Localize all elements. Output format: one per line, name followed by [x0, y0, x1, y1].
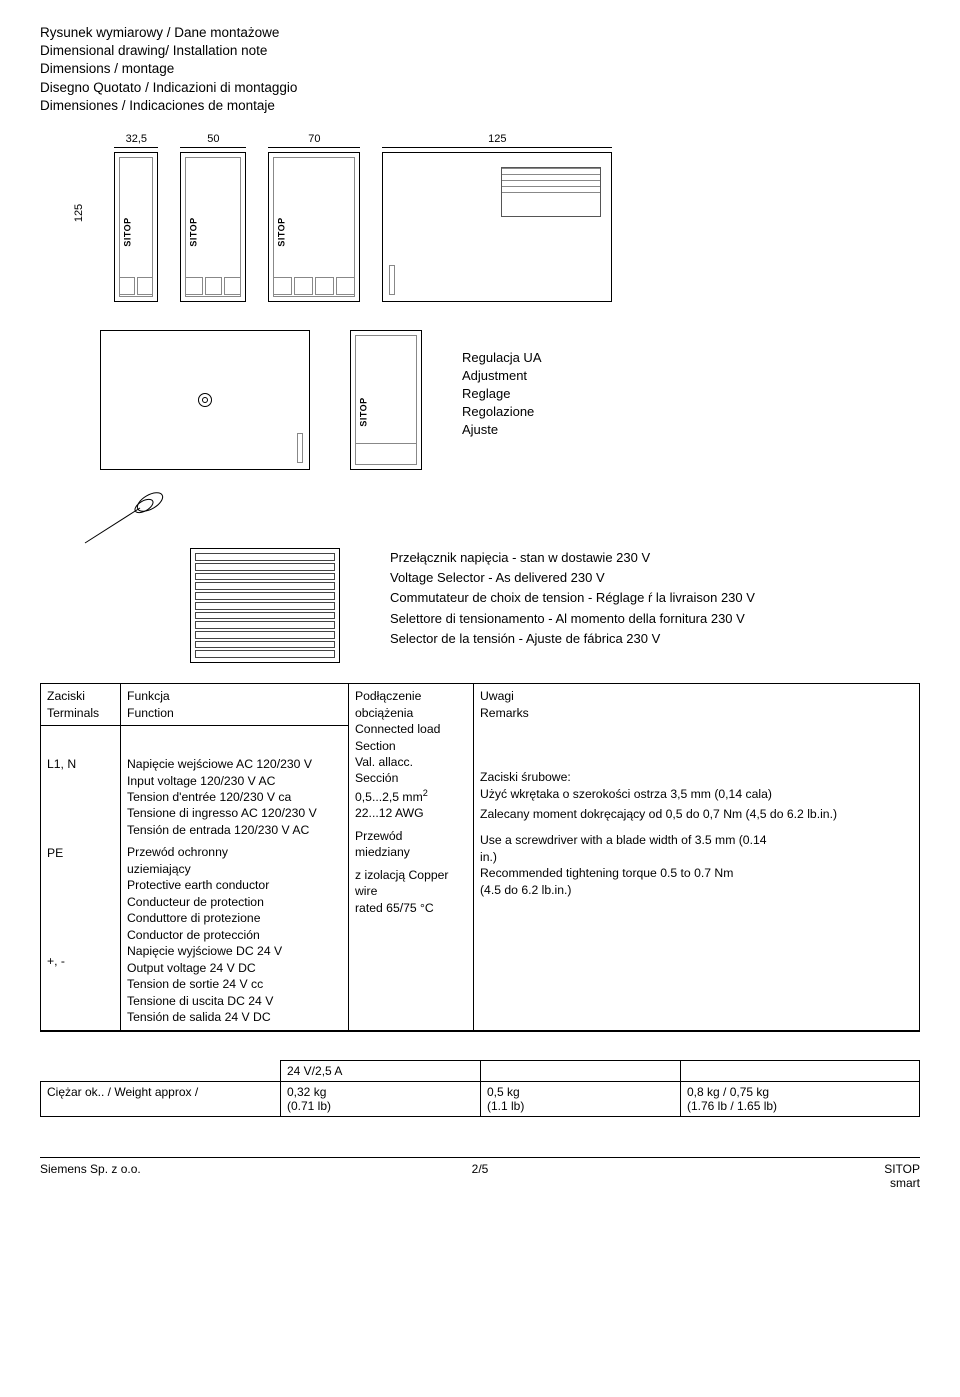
col1-header: Zaciski [47, 688, 114, 704]
sitop-label: SITOP [189, 217, 199, 246]
grille-row: Przełącznik napięcia - stan w dostawie 2… [40, 548, 920, 663]
c3-body: Przewód [355, 828, 467, 844]
terminals-table: Zaciski Terminals Funkcja Function Podłą… [40, 683, 920, 1031]
r2c2: Conducteur de protection [127, 894, 342, 910]
c4-body: Zaciski śrubowe: [480, 769, 913, 785]
wt-c2b: 0,5 kg [487, 1085, 674, 1099]
c3-body: miedziany [355, 844, 467, 860]
wt-label: Ciężar ok.. / Weight approx / [47, 1085, 198, 1099]
r2c2: uziemiający [127, 861, 342, 877]
header-line: Rysunek wymiarowy / Dane montażowe [40, 24, 920, 42]
selector-line: Commutateur de choix de tension - Réglag… [390, 588, 755, 608]
wt-c3b: 0,8 kg / 0,75 kg [687, 1085, 913, 1099]
c3-body: 0,5...2,5 mm2 [355, 787, 467, 806]
adj-line: Ajuste [462, 422, 542, 439]
col2-header: Function [127, 705, 342, 721]
unit-drawing-side: 125 [382, 133, 612, 302]
sitop-label: SITOP [359, 397, 369, 426]
r1c2: Input voltage 120/230 V AC [127, 773, 342, 789]
c4-body: in.) [480, 849, 913, 865]
row1-c1: L1, N [47, 756, 114, 772]
c3-body: 22...12 AWG [355, 805, 467, 821]
footer-left: Siemens Sp. z o.o. [40, 1162, 333, 1190]
r3c2: Output voltage 24 V DC [127, 960, 342, 976]
adj-line: Regulacja UA [462, 350, 542, 367]
adjustment-labels: Regulacja UA Adjustment Reglage Regolazi… [462, 350, 542, 438]
c4-body: Use a screwdriver with a blade width of … [480, 832, 913, 848]
r3c2: Tension de sortie 24 V cc [127, 976, 342, 992]
col3-header: Val. allacc. [355, 754, 467, 770]
side-panel-drawing [100, 330, 310, 470]
r1c2: Tension d'entrée 120/230 V ca [127, 789, 342, 805]
sitop-label: SITOP [277, 217, 287, 246]
r1c2: Napięcie wejściowe AC 120/230 V [127, 756, 342, 772]
c4-body: Zalecany moment dokręcający od 0,5 do 0,… [480, 806, 913, 822]
c3-body: wire [355, 883, 467, 899]
unit-drawing-3: 70 SITOP [268, 133, 360, 302]
dim-height: 125 [73, 204, 85, 222]
sitop-label: SITOP [123, 217, 133, 246]
r1c2: Tensione di ingresso AC 120/230 V [127, 805, 342, 821]
row2-c1: PE [47, 845, 114, 861]
selector-text: Przełącznik napięcia - stan w dostawie 2… [390, 548, 755, 649]
wt-c1c: (0.71 lb) [287, 1099, 474, 1113]
adj-line: Regolazione [462, 404, 542, 421]
r2c2: Conductor de protección [127, 927, 342, 943]
col3-header: Connected load [355, 721, 467, 737]
c4-body: (4.5 do 6.2 lb.in.) [480, 882, 913, 898]
header-block: Rysunek wymiarowy / Dane montażowe Dimen… [40, 24, 920, 115]
col3-header: Podłączenie [355, 688, 467, 704]
c4-body: Recommended tightening torque 0.5 to 0.7… [480, 865, 913, 881]
r3c2: Tensione di uscita DC 24 V [127, 993, 342, 1009]
wt-c3c: (1.76 lb / 1.65 lb) [687, 1099, 913, 1113]
header-line: Dimensiones / Indicaciones de montaje [40, 97, 920, 115]
grille-drawing [190, 548, 340, 663]
c3-body: Sección [355, 770, 467, 786]
col4-header: Remarks [480, 705, 913, 721]
col4-header: Uwagi [480, 688, 913, 704]
adj-line: Adjustment [462, 368, 542, 385]
footer-center: 2/5 [333, 1162, 626, 1190]
col3-header: obciążenia [355, 705, 467, 721]
footer-right: SITOP smart [627, 1162, 920, 1190]
page-footer: Siemens Sp. z o.o. 2/5 SITOP smart [40, 1157, 920, 1190]
adj-line: Reglage [462, 386, 542, 403]
selector-line: Selector de la tensión - Ajuste de fábri… [390, 629, 755, 649]
screwdriver-icon [80, 488, 210, 548]
header-line: Dimensions / montage [40, 60, 920, 78]
header-line: Dimensional drawing/ Installation note [40, 42, 920, 60]
drawings-row-2: SITOP Regulacja UA Adjustment Reglage Re… [40, 330, 920, 470]
dim4: 125 [488, 133, 506, 145]
r2c2: Przewód ochronny [127, 844, 342, 860]
c3-body: rated 65/75 °C [355, 900, 467, 916]
wt-c1a: 24 V/2,5 A [287, 1064, 342, 1078]
header-line: Disegno Quotato / Indicazioni di montagg… [40, 79, 920, 97]
selector-line: Selettore di tensionamento - Al momento … [390, 609, 755, 629]
r1c2: Tensión de entrada 120/230 V AC [127, 822, 342, 838]
c4-body: Użyć wkrętaka o szerokości ostrza 3,5 mm… [480, 786, 913, 802]
col3-header: Section [355, 738, 467, 754]
wt-c1b: 0,32 kg [287, 1085, 474, 1099]
unit-drawing-1: 32,5 SITOP [114, 133, 158, 302]
r2c2: Conduttore di protezione [127, 910, 342, 926]
row3-c1: +, - [47, 953, 114, 969]
dim2: 50 [207, 133, 219, 145]
col1-header: Terminals [47, 705, 114, 721]
drawings-row-1: 125 32,5 SITOP 50 SITOP 70 SITOP 125 [40, 133, 920, 302]
selector-line: Voltage Selector - As delivered 230 V [390, 568, 755, 588]
r2c2: Protective earth conductor [127, 877, 342, 893]
dim1: 32,5 [126, 133, 147, 145]
unit-drawing-2: 50 SITOP [180, 133, 246, 302]
selector-line: Przełącznik napięcia - stan w dostawie 2… [390, 548, 755, 568]
r3c2: Napięcie wyjściowe DC 24 V [127, 943, 342, 959]
r3c2: Tensión de salida 24 V DC [127, 1009, 342, 1025]
col2-header: Funkcja [127, 688, 342, 704]
wt-c2c: (1.1 lb) [487, 1099, 674, 1113]
weight-table: 24 V/2,5 A Ciężar ok.. / Weight approx /… [40, 1060, 920, 1117]
dim3: 70 [308, 133, 320, 145]
small-unit-drawing: SITOP [350, 330, 422, 470]
c3-body: z izolacją Copper [355, 867, 467, 883]
